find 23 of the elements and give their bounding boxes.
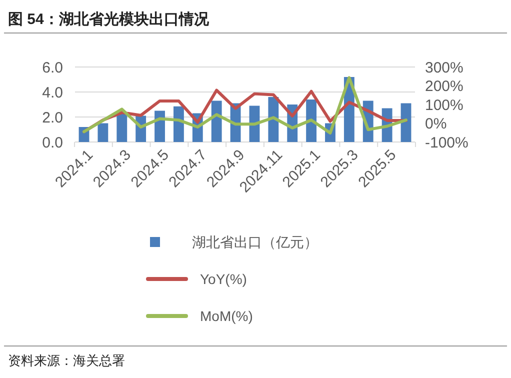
bar [98, 123, 108, 142]
legend-label: 湖北省出口（亿元） [192, 234, 318, 250]
y2-tick-label: 100% [425, 96, 464, 114]
y-tick-label: 6.0 [42, 59, 63, 76]
legend-label: YoY(%) [200, 270, 247, 287]
y2-tick-label: 0% [425, 116, 447, 132]
bar [173, 106, 184, 142]
y-tick-label: 2.0 [42, 109, 63, 126]
y2-tick-label: -100% [425, 134, 468, 152]
y-tick-label: 0.0 [42, 134, 63, 152]
bar [154, 110, 165, 142]
legend-label: MoM(%) [200, 308, 253, 324]
bar [400, 103, 412, 142]
bar [268, 97, 279, 142]
chart-title: 图 54：湖北省光模块出口情况 [8, 11, 210, 28]
bar [116, 112, 128, 142]
y2-tick-label: 300% [425, 59, 464, 76]
bar [211, 100, 222, 142]
y2-tick-label: 200% [425, 78, 464, 95]
text: 资料来源：海关总署 [8, 353, 125, 368]
line-series [82, 76, 408, 134]
y-tick-label: 4.0 [42, 84, 63, 102]
bar [306, 100, 317, 142]
